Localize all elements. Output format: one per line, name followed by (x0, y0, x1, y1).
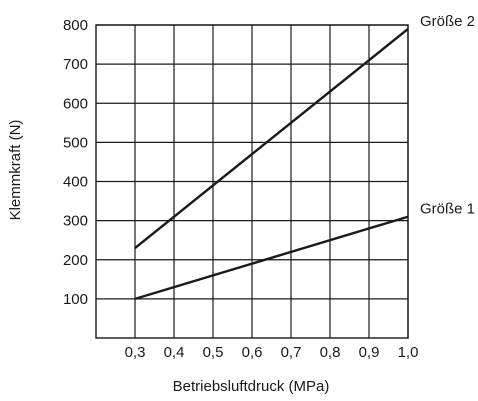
series-line-2 (134, 215, 409, 301)
x-tick-label: 0,6 (242, 344, 263, 361)
grid (96, 24, 409, 338)
x-tick-label: 0,8 (320, 344, 341, 361)
series-label-1: Größe 2 (420, 13, 475, 30)
plot-frame (95, 24, 409, 339)
x-tick-label: 0,9 (359, 344, 380, 361)
y-tick-label: 500 (63, 134, 88, 151)
y-tick-label: 300 (63, 213, 88, 230)
y-tick-label: 600 (63, 95, 88, 112)
y-tick-label: 400 (63, 174, 88, 191)
x-tick-label: 0,3 (125, 344, 146, 361)
plot-border (95, 24, 409, 339)
x-tick-label: 1,0 (398, 344, 419, 361)
series-line-1 (134, 27, 409, 249)
x-tick-label: 0,7 (281, 344, 302, 361)
y-tick-label: 700 (63, 56, 88, 73)
series-group (134, 27, 409, 301)
series-label-2: Größe 1 (420, 201, 475, 218)
y-tick-label: 800 (63, 17, 88, 34)
x-axis-title: Betriebsluftdruck (MPa) (173, 378, 330, 395)
y-axis-title: Klemmkraft (N) (7, 120, 24, 221)
y-tick-label: 200 (63, 252, 88, 269)
series-labels: Größe 2 Größe 1 (420, 13, 475, 218)
y-axis-tick-labels: 100 200 300 400 500 600 700 800 (63, 17, 88, 308)
x-axis-tick-labels: 0,3 0,4 0,5 0,6 0,7 0,8 0,9 1,0 (125, 344, 419, 361)
y-tick-label: 100 (63, 291, 88, 308)
x-tick-label: 0,4 (164, 344, 185, 361)
x-tick-label: 0,5 (203, 344, 224, 361)
